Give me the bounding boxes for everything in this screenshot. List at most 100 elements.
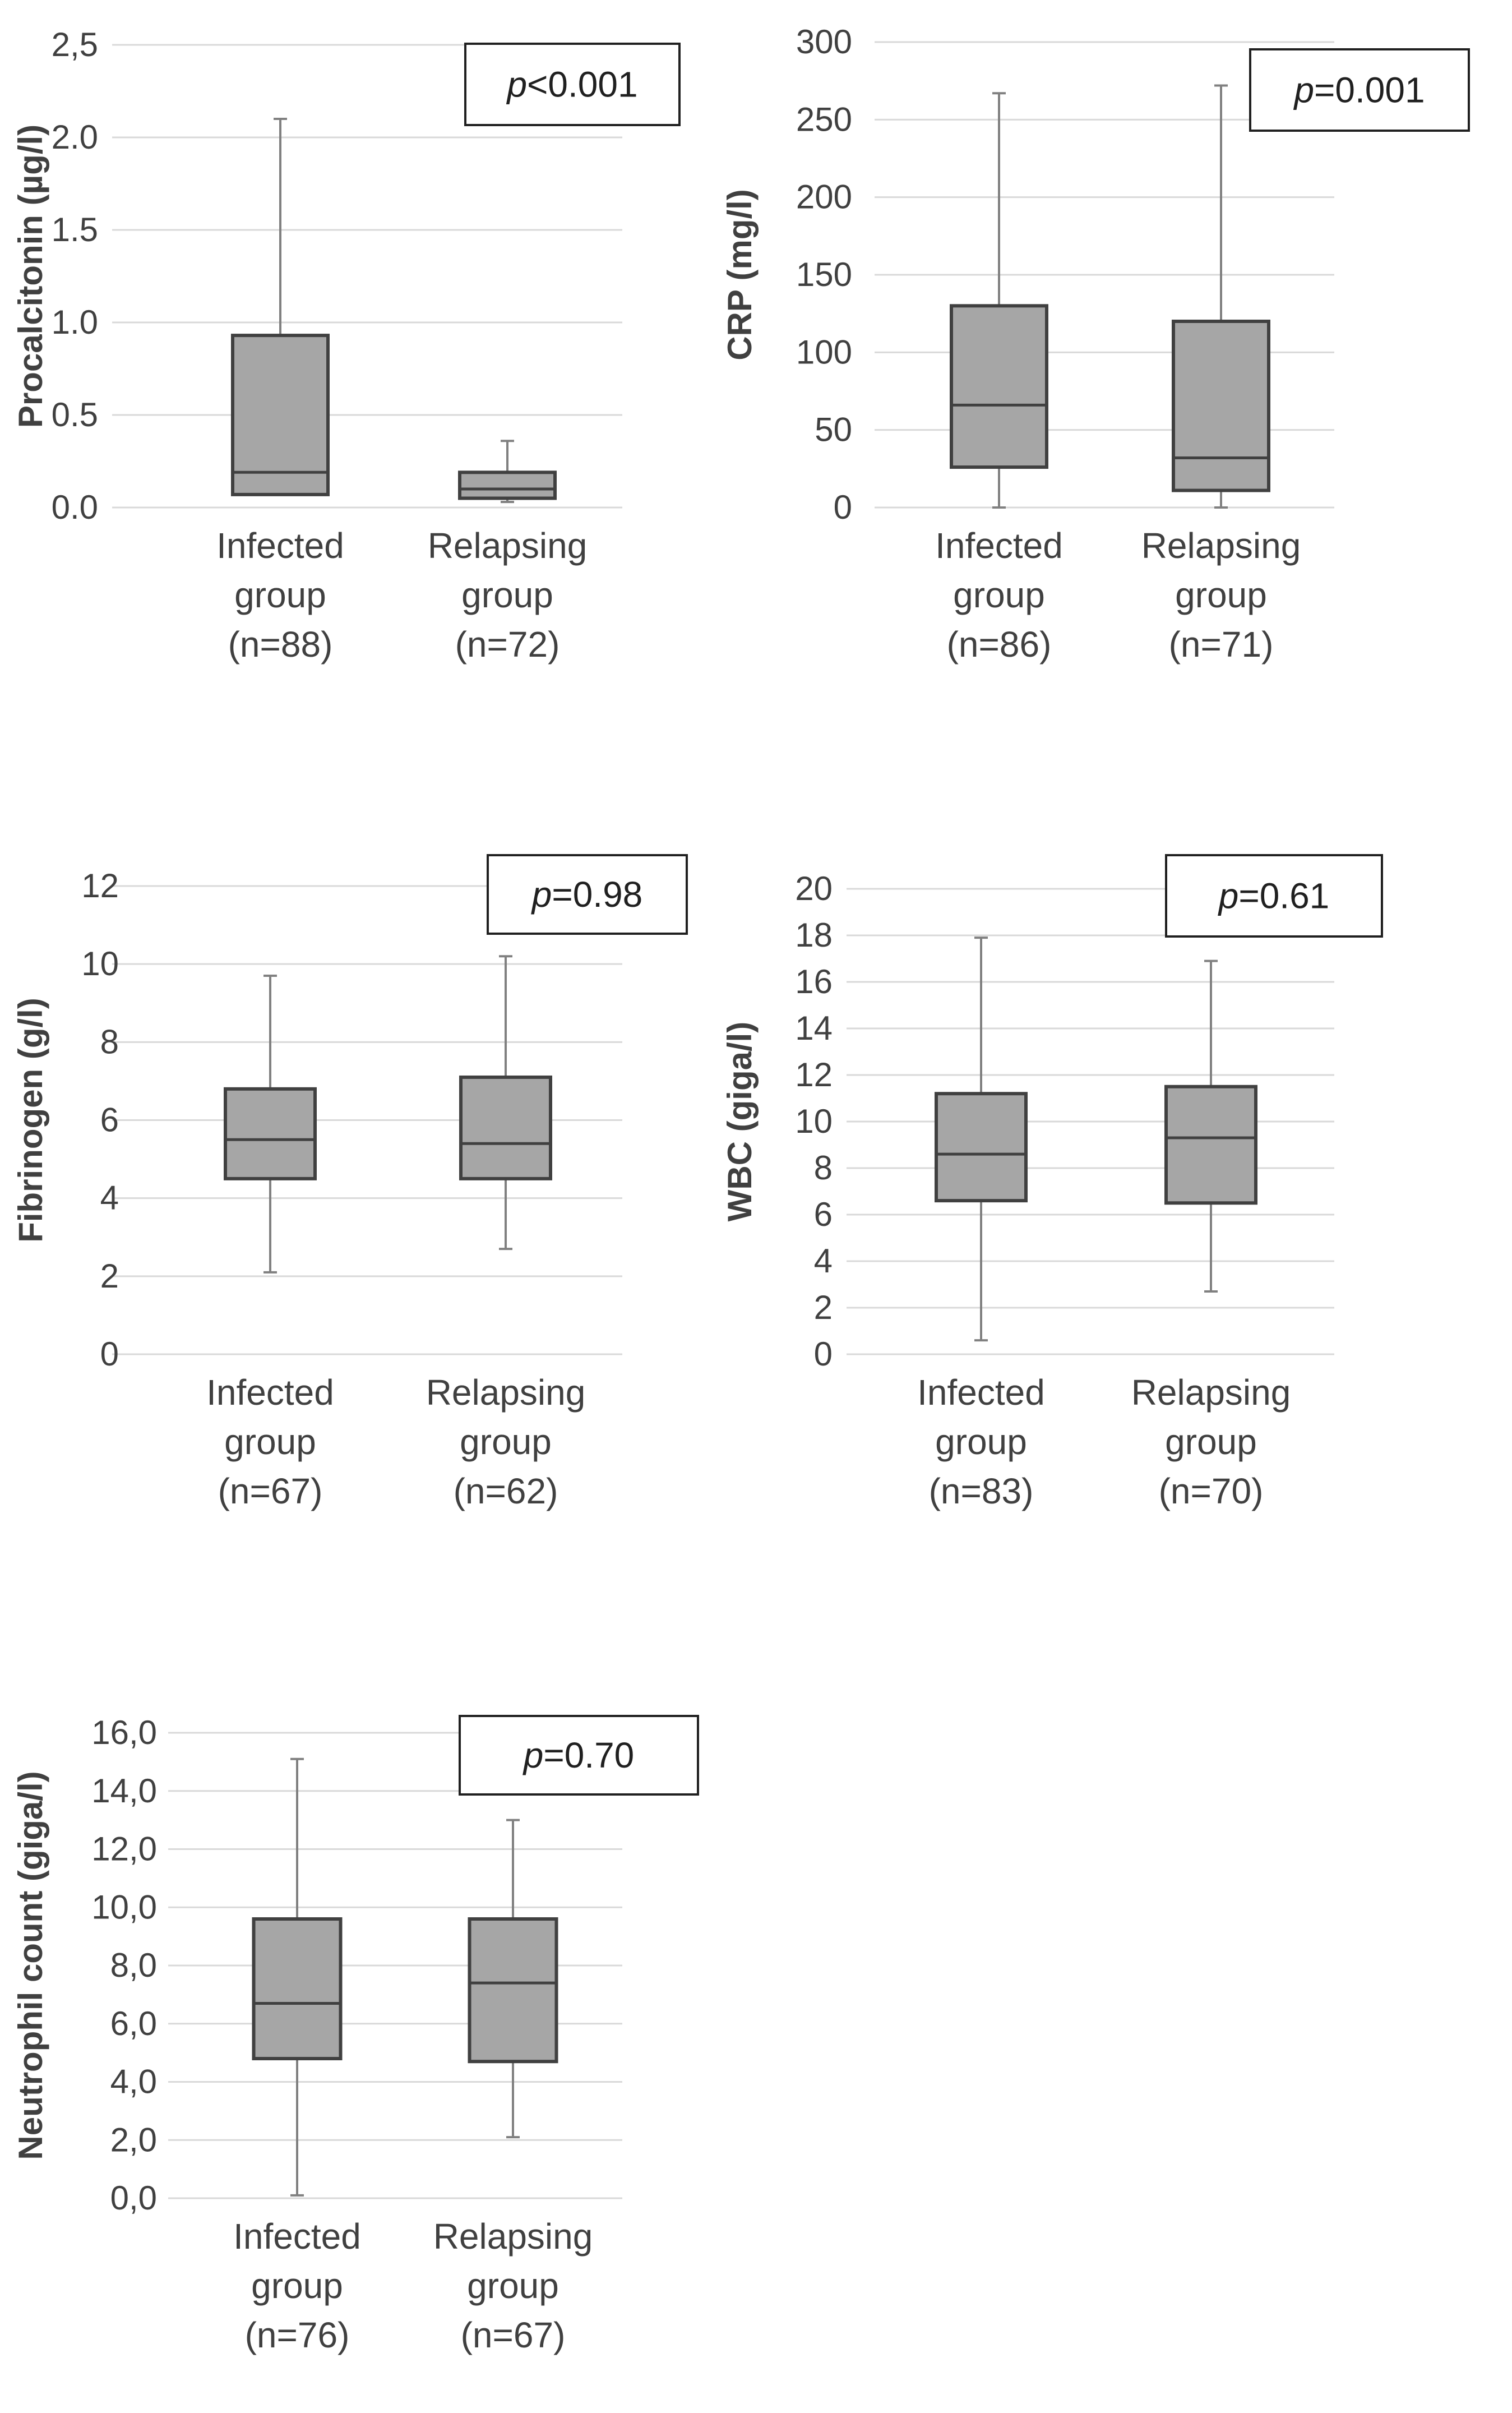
iqr-box <box>459 1075 552 1180</box>
box-relapsing <box>459 955 552 1251</box>
y-tick-label: 6 <box>100 1101 119 1139</box>
category-label: (n=67) <box>218 1471 323 1511</box>
y-tick-label: 4 <box>100 1179 119 1217</box>
category-label: group <box>1165 1422 1257 1462</box>
y-tick-label: 10 <box>795 1102 833 1140</box>
p-symbol: p <box>506 64 527 105</box>
y-tick-label: 300 <box>796 23 852 61</box>
box-infected <box>935 936 1028 1342</box>
y-tick-label: 50 <box>815 411 852 449</box>
p-value-label: p=0.98 <box>531 874 643 915</box>
category-label: (n=86) <box>947 624 1052 665</box>
p-value-box <box>1249 48 1470 132</box>
iqr-box <box>935 1092 1028 1203</box>
y-tick-label: 0.0 <box>52 488 98 526</box>
category-label: group <box>461 575 553 615</box>
box-infected <box>224 975 317 1274</box>
p-value: =0.98 <box>552 874 642 915</box>
category-label: Relapsing <box>426 1372 586 1413</box>
y-tick-label: 2 <box>100 1257 119 1295</box>
y-axis-label: WBC (giga/l) <box>721 1022 759 1222</box>
p-symbol: p <box>523 1735 544 1775</box>
iqr-box <box>950 304 1048 469</box>
category-label: Relapsing <box>428 525 588 566</box>
box-relapsing <box>458 440 557 504</box>
iqr-box <box>1164 1085 1257 1205</box>
p-value-label: p=0.61 <box>1218 876 1330 916</box>
y-tick-label: 12,0 <box>91 1830 157 1868</box>
category-label: Infected <box>216 525 344 566</box>
y-tick-label: 4,0 <box>110 2063 157 2101</box>
y-tick-label: 1.0 <box>52 303 98 341</box>
iqr-box <box>231 334 330 496</box>
y-tick-label: 10 <box>81 945 119 982</box>
box-infected <box>252 1757 343 2197</box>
category-label: group <box>224 1422 316 1462</box>
y-axis-label: Fibrinogen (g/l) <box>12 998 49 1243</box>
category-label: group <box>1175 575 1267 615</box>
y-tick-label: 0,0 <box>110 2179 157 2217</box>
category-label: Infected <box>233 2216 361 2257</box>
chart-panel-1: 0.0 0.5 1.0 1.5 2.0 2,5 Procalcitonin (µg/l) In… <box>12 26 681 665</box>
category-label: (n=71) <box>1169 624 1274 665</box>
category-label: Infected <box>935 525 1063 566</box>
p-symbol: p <box>1293 70 1314 110</box>
iqr-box <box>224 1087 317 1180</box>
box-infected <box>950 92 1048 509</box>
category-label: (n=62) <box>454 1471 558 1511</box>
y-tick-label: 2,5 <box>52 26 98 63</box>
category-label: (n=88) <box>228 624 333 665</box>
category-label: group <box>234 575 326 615</box>
category-label: Infected <box>206 1372 334 1413</box>
box-relapsing <box>468 1819 558 2139</box>
p-value-box <box>459 1715 699 1796</box>
y-tick-label: 4 <box>814 1242 833 1280</box>
p-value-label: p<0.001 <box>506 64 637 105</box>
p-value-box <box>487 854 688 935</box>
category-label: Infected <box>917 1372 1045 1413</box>
category-label: (n=70) <box>1159 1471 1264 1511</box>
y-tick-label: 20 <box>795 870 833 907</box>
p-value-label: p=0.70 <box>523 1735 635 1775</box>
p-symbol: p <box>1218 876 1239 916</box>
p-value: =0.001 <box>1314 70 1425 110</box>
y-tick-label: 8 <box>814 1149 833 1187</box>
p-value: =0.70 <box>543 1735 634 1775</box>
y-tick-label: 10,0 <box>91 1888 157 1926</box>
category-label: (n=67) <box>461 2315 566 2355</box>
y-axis-label: CRP (mg/l) <box>721 189 759 361</box>
y-tick-label: 2 <box>814 1289 833 1326</box>
y-tick-label: 0 <box>834 488 852 526</box>
y-tick-label: 100 <box>796 333 852 371</box>
y-axis-label: Procalcitonin (µg/l) <box>12 124 49 428</box>
category-label: (n=83) <box>929 1471 1034 1511</box>
box-relapsing <box>1164 959 1257 1293</box>
category-label: group <box>460 1422 552 1462</box>
y-tick-label: 1.5 <box>52 211 98 248</box>
y-tick-label: 0 <box>814 1335 833 1373</box>
p-value: =0.61 <box>1238 876 1329 916</box>
y-tick-label: 14 <box>795 1009 833 1047</box>
iqr-box <box>458 470 557 500</box>
chart-panel-3: 0 2 4 6 8 10 12 Fibrinogen (g/l) Infected group (n… <box>12 854 688 1511</box>
category-label: (n=72) <box>455 624 560 665</box>
category-label: group <box>467 2266 559 2306</box>
chart-panel-4: 0 2 4 6 8 10 12 14 16 18 20 WBC (giga/l) Infected gro… <box>721 854 1383 1511</box>
y-tick-label: 12 <box>795 1056 833 1094</box>
y-tick-label: 16 <box>795 963 833 1000</box>
y-tick-label: 6 <box>814 1196 833 1233</box>
chart-panel-2: 0 50 100 150 200 250 300 CRP (mg/l) Infected grou… <box>721 23 1470 665</box>
y-tick-label: 250 <box>796 100 852 138</box>
box-infected <box>231 118 330 496</box>
category-label: Relapsing <box>1131 1372 1291 1413</box>
iqr-box <box>468 1917 558 2064</box>
p-value-box <box>1165 854 1383 938</box>
y-tick-label: 2,0 <box>110 2121 157 2158</box>
iqr-box <box>1172 320 1270 492</box>
p-value-label: p=0.001 <box>1293 70 1425 110</box>
y-tick-label: 14,0 <box>91 1772 157 1810</box>
y-tick-label: 150 <box>796 256 852 293</box>
y-tick-label: 2.0 <box>52 118 98 156</box>
p-symbol: p <box>531 874 552 915</box>
